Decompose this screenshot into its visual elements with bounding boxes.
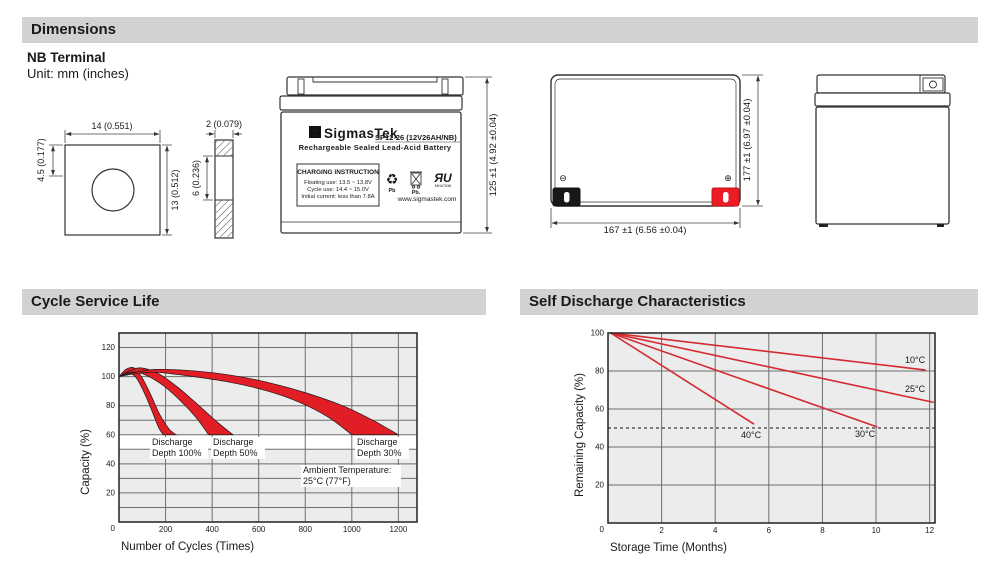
curve-label-10c: 10°C <box>905 355 926 365</box>
terminal-type-heading: NB Terminal <box>27 50 106 65</box>
ambient-line-1: Ambient Temperature: <box>303 465 392 475</box>
pb-bin-label: Pb. <box>412 190 421 196</box>
section-title: Dimensions <box>31 21 117 38</box>
x-tick-label: 6 <box>767 526 772 535</box>
y-tick-label: 20 <box>595 481 604 490</box>
y-tick-label: 100 <box>591 329 605 338</box>
terminal-offset-dim: 4.5 (0.177) <box>36 138 46 182</box>
y-tick-label: 20 <box>106 488 115 497</box>
discharge-band <box>118 368 400 436</box>
y-tick-label: 80 <box>106 401 115 410</box>
x-tick-label: 600 <box>252 525 266 534</box>
unit-note: Unit: mm (inches) <box>27 66 129 81</box>
plot-border <box>118 332 418 523</box>
terminal-slot-dim: 6 (0.236) <box>191 160 201 196</box>
x-tick-label: 4 <box>713 526 718 535</box>
series-line <box>610 332 934 404</box>
battery-side-drawing <box>814 74 951 227</box>
cycle-service-life-chart: 200 400 600 800 1000 1200204060801001200Numbe… <box>80 332 418 553</box>
terminal-front-drawing: 14 (0.551) 4.5 (0.177) 13 (0.512) <box>36 121 180 236</box>
charging-box-title: CHARGING INSTRUCTION <box>297 169 379 176</box>
terminal-width-dim: 14 (0.551) <box>91 121 132 131</box>
discharge-band <box>118 367 235 436</box>
series-line <box>610 332 878 428</box>
x-tick-label: 10 <box>872 526 881 535</box>
terminal-side-drawing: 2 (0.079) 6 (0.236) <box>191 119 242 239</box>
ambient-temperature-annotation: Ambient Temperature: 25°C (77°F) <box>301 465 401 487</box>
origin-tick-label: 0 <box>111 524 116 533</box>
x-tick-label: 2 <box>659 526 664 535</box>
series-line <box>610 332 755 425</box>
ul-code: MH47636 <box>435 184 451 188</box>
curve-label-40c: 40°C <box>741 430 762 440</box>
battery-front-drawing: Σ SigmasTek SP12-26 (12V26AH/NB) Recharg… <box>279 76 499 234</box>
ambient-line-2: 25°C (77°F) <box>303 476 351 486</box>
terminal-thickness-dim: 2 (0.079) <box>206 119 242 129</box>
x-axis-title: Storage Time (Months) <box>610 542 727 554</box>
x-tick-label: 200 <box>159 525 173 534</box>
y-tick-label: 40 <box>595 443 604 452</box>
section-header-dimensions: Dimensions <box>22 17 978 43</box>
negative-symbol: ⊖ <box>559 174 567 184</box>
pb-recycle-label: Pb <box>388 188 396 194</box>
y-axis-title: Remaining Capacity (%) <box>574 373 586 497</box>
y-axis-title: Capacity (%) <box>80 429 92 495</box>
origin-tick-label: 0 <box>600 525 605 534</box>
discharge-depth-30-label: Discharge Depth 30% <box>355 437 409 459</box>
recycle-icon: ♻ <box>386 172 399 188</box>
charging-line-2: Cycle use: 14.4 ~ 15.0V <box>307 187 369 193</box>
y-tick-label: 40 <box>106 459 115 468</box>
plot-border <box>607 332 936 524</box>
y-tick-label: 60 <box>106 430 115 439</box>
section-header-self-discharge: Self Discharge Characteristics <box>520 289 978 315</box>
section-title: Self Discharge Characteristics <box>529 293 746 310</box>
curve-label-30c: 30°C <box>855 429 876 439</box>
brand-logo-glyph: Σ <box>312 128 318 139</box>
y-tick-label: 120 <box>102 343 116 352</box>
battery-subtitle: Rechargeable Sealed Lead-Acid Battery <box>299 143 452 152</box>
terminal-height-dim: 13 (0.512) <box>170 169 180 210</box>
x-tick-label: 8 <box>820 526 825 535</box>
x-tick-label: 400 <box>205 525 219 534</box>
x-tick-label: 1200 <box>389 525 407 534</box>
x-tick-label: 800 <box>299 525 313 534</box>
battery-depth-dim: 177 ±1 (6.97 ±0.04) <box>742 99 753 182</box>
x-tick-label: 1000 <box>343 525 361 534</box>
bin-icon <box>410 171 422 189</box>
charging-line-3: Initial current: less than 7.8A <box>301 194 374 200</box>
charging-line-1: Floating use: 13.5 ~ 13.8V <box>304 180 372 186</box>
x-axis-title: Number of Cycles (Times) <box>121 541 254 553</box>
battery-height-dim: 125 ±1 (4.92 ±0.04) <box>488 114 499 197</box>
series-line <box>610 332 926 371</box>
x-tick-label: 12 <box>925 526 934 535</box>
section-header-cycle-life: Cycle Service Life <box>22 289 486 315</box>
positive-symbol: ⊕ <box>724 174 732 184</box>
discharge-depth-100-label: Discharge Depth 100% <box>150 437 208 459</box>
self-discharge-chart: 2 4 6 8 10 12 20 40 60 80 100 0 Storage Time (Months… <box>574 329 936 554</box>
y-tick-label: 100 <box>102 372 116 381</box>
discharge-depth-50-label: Discharge Depth 50% <box>211 437 265 459</box>
battery-width-dim: 167 ±1 (6.56 ±0.04) <box>604 225 687 236</box>
brand-name: SigmasTek <box>324 126 398 141</box>
website: www.sigmastek.com <box>397 196 457 203</box>
section-title: Cycle Service Life <box>31 293 160 310</box>
curve-label-25c: 25°C <box>905 384 926 394</box>
y-tick-label: 60 <box>595 405 604 414</box>
y-tick-label: 80 <box>595 367 604 376</box>
battery-top-drawing: ⊖ ⊕ 167 ±1 (6.56 ±0.04) 177 ±1 (6.97 ±0.… <box>550 74 763 236</box>
model-number: SP12-26 (12V26AH/NB) <box>375 133 457 142</box>
dimension-drawings: 14 (0.551) 4.5 (0.177) 13 (0.512) 2 (0.0… <box>36 74 951 239</box>
ul-mark: ЯU <box>433 171 452 185</box>
